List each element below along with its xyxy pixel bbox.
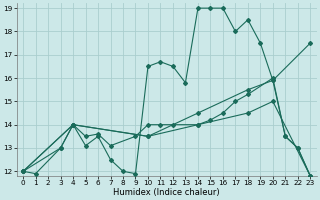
- X-axis label: Humidex (Indice chaleur): Humidex (Indice chaleur): [113, 188, 220, 197]
